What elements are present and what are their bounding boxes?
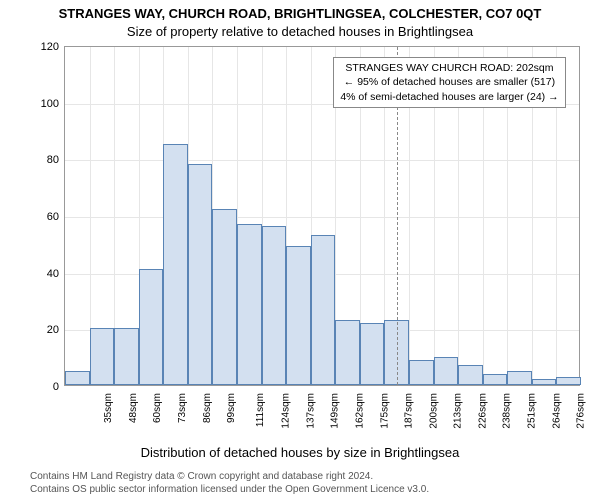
chart-title: STRANGES WAY, CHURCH ROAD, BRIGHTLINGSEA… xyxy=(0,6,600,21)
xtick-label: 60sqm xyxy=(152,393,163,423)
xtick-label: 162sqm xyxy=(355,393,366,429)
gridline-h xyxy=(65,217,579,218)
histogram-bar xyxy=(237,224,262,386)
chart-container: STRANGES WAY, CHURCH ROAD, BRIGHTLINGSEA… xyxy=(0,0,600,500)
xtick-label: 99sqm xyxy=(226,393,237,423)
annotation-box: STRANGES WAY CHURCH ROAD: 202sqm← 95% of… xyxy=(333,57,565,108)
histogram-bar xyxy=(188,164,213,385)
x-axis-label: Distribution of detached houses by size … xyxy=(0,445,600,460)
histogram-bar xyxy=(434,357,459,385)
xtick-label: 124sqm xyxy=(281,393,292,429)
footer-attribution: Contains HM Land Registry data © Crown c… xyxy=(30,470,429,496)
xtick-label: 73sqm xyxy=(177,393,188,423)
histogram-bar xyxy=(90,328,115,385)
ytick-label: 40 xyxy=(31,268,59,280)
xtick-label: 187sqm xyxy=(404,393,415,429)
histogram-bar xyxy=(139,269,164,385)
histogram-bar xyxy=(286,246,311,385)
annotation-line: ← 95% of detached houses are smaller (51… xyxy=(340,75,558,89)
histogram-bar xyxy=(556,377,581,386)
xtick-label: 137sqm xyxy=(305,393,316,429)
xtick-label: 251sqm xyxy=(527,393,538,429)
annotation-line: STRANGES WAY CHURCH ROAD: 202sqm xyxy=(340,61,558,75)
footer-line1: Contains HM Land Registry data © Crown c… xyxy=(30,470,429,483)
xtick-label: 48sqm xyxy=(128,393,139,423)
histogram-bar xyxy=(114,328,139,385)
histogram-bar xyxy=(507,371,532,385)
xtick-label: 226sqm xyxy=(477,393,488,429)
histogram-bar xyxy=(409,360,434,386)
histogram-bar xyxy=(262,226,287,385)
annotation-line: 4% of semi-detached houses are larger (2… xyxy=(340,90,558,104)
histogram-bar xyxy=(532,379,557,385)
gridline-h xyxy=(65,160,579,161)
histogram-bar xyxy=(65,371,90,385)
ytick-label: 0 xyxy=(31,381,59,393)
xtick-label: 35sqm xyxy=(103,393,114,423)
histogram-bar xyxy=(458,365,483,385)
ytick-label: 20 xyxy=(31,324,59,336)
xtick-label: 149sqm xyxy=(330,393,341,429)
xtick-label: 238sqm xyxy=(502,393,513,429)
xtick-label: 276sqm xyxy=(576,393,587,429)
histogram-bar xyxy=(360,323,385,385)
xtick-label: 111sqm xyxy=(255,393,266,427)
ytick-label: 60 xyxy=(31,211,59,223)
xtick-label: 264sqm xyxy=(551,393,562,429)
xtick-label: 86sqm xyxy=(202,393,213,423)
footer-line2: Contains OS public sector information li… xyxy=(30,483,429,496)
ytick-label: 80 xyxy=(31,154,59,166)
histogram-bar xyxy=(483,374,508,385)
histogram-bar xyxy=(335,320,360,385)
chart-subtitle: Size of property relative to detached ho… xyxy=(0,24,600,39)
ytick-label: 100 xyxy=(31,98,59,110)
histogram-bar xyxy=(163,144,188,385)
plot-area: 02040608010012035sqm48sqm60sqm73sqm86sqm… xyxy=(64,46,580,386)
ytick-label: 120 xyxy=(31,41,59,53)
histogram-bar xyxy=(212,209,237,385)
xtick-label: 213sqm xyxy=(453,393,464,429)
xtick-label: 200sqm xyxy=(428,393,439,429)
xtick-label: 175sqm xyxy=(379,393,390,429)
histogram-bar xyxy=(311,235,336,385)
